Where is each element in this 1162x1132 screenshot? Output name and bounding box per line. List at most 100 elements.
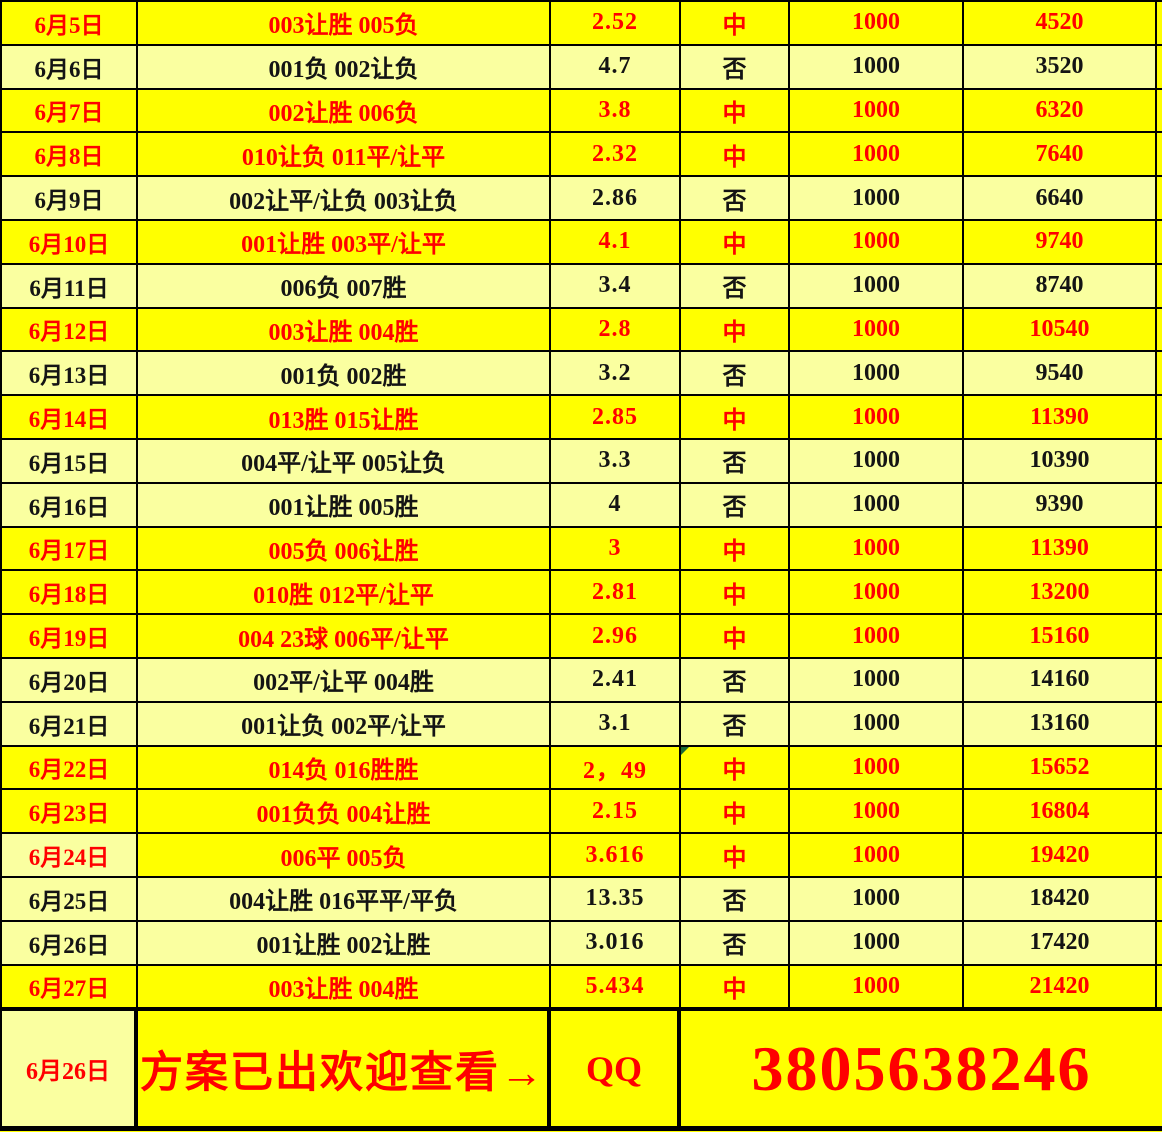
pick-cell: 014负 016胜胜 [138,746,551,791]
row-right-margin [1157,220,1162,265]
odds-cell: 13.35 [551,877,681,922]
pick-cell: 010让负 011平/让平 [138,133,551,178]
date-cell: 6月5日 [2,2,138,46]
total-cell: 18420 [964,877,1157,922]
pick-cell: 003让胜 005负 [138,2,551,46]
total-cell: 17420 [964,921,1157,966]
footer-qq-number-cell: 3805638246 [681,1009,1162,1127]
total-cell: 6640 [964,177,1157,221]
total-cell: 15160 [964,615,1157,659]
stake-cell: 1000 [790,571,964,616]
stake-cell: 1000 [790,439,964,484]
stake-cell: 1000 [790,396,964,440]
odds-cell: 2.8 [551,308,681,353]
total-cell: 15652 [964,746,1157,791]
result-cell: 否 [681,921,790,966]
date-cell: 6月19日 [2,615,138,659]
date-cell: 6月17日 [2,527,138,572]
pick-cell: 002让平/让负 003让负 [138,177,551,221]
pick-cell: 003让胜 004胜 [138,965,551,1010]
row-right-margin [1155,352,1162,397]
date-cell: 6月10日 [2,220,138,265]
odds-cell: 2.32 [551,133,681,178]
row-right-margin [1157,396,1162,440]
result-cell: 中 [681,2,790,46]
date-cell: 6月16日 [2,483,138,528]
row-right-margin [1155,45,1162,90]
result-cell: 否 [681,352,790,397]
stake-cell: 1000 [790,264,964,309]
row-right-margin [1157,615,1162,659]
row-right-margin [1155,877,1162,922]
pick-cell: 001让胜 003平/让平 [138,220,551,265]
total-cell: 10390 [964,439,1157,484]
row-right-margin [1157,89,1162,134]
total-cell: 8740 [964,264,1157,309]
total-cell: 13160 [964,702,1157,747]
result-cell: 中 [681,790,790,835]
odds-cell: 2.52 [551,2,681,46]
odds-cell: 2.81 [551,571,681,616]
pick-cell: 005负 006让胜 [138,527,551,572]
date-cell: 6月7日 [2,89,138,134]
date-cell: 6月18日 [2,571,138,616]
date-cell: 6月13日 [2,352,138,397]
result-cell: 中 [681,89,790,134]
result-cell: 中 [681,834,790,878]
total-cell: 10540 [964,308,1157,353]
odds-cell: 2.41 [551,658,681,703]
total-cell: 9740 [964,220,1157,265]
total-cell: 4520 [964,2,1157,46]
total-cell: 9390 [964,483,1157,528]
pick-cell: 010胜 012平/让平 [138,571,551,616]
stake-cell: 1000 [790,220,964,265]
row-right-margin [1157,2,1162,46]
result-cell: 中 [681,308,790,353]
row-right-margin [1157,790,1162,835]
pick-cell: 001让胜 002让胜 [138,921,551,966]
pick-cell: 001让胜 005胜 [138,483,551,528]
total-cell: 9540 [964,352,1157,397]
total-cell: 11390 [964,527,1157,572]
odds-cell: 4.7 [551,45,681,90]
odds-cell: 2.85 [551,396,681,440]
date-cell: 6月6日 [2,45,138,90]
row-right-margin [1157,571,1162,616]
stake-cell: 1000 [790,2,964,46]
pick-cell: 013胜 015让胜 [138,396,551,440]
stake-cell: 1000 [790,921,964,966]
footer-qq-label-cell: QQ [551,1009,681,1127]
result-cell: 否 [681,177,790,221]
stake-cell: 1000 [790,133,964,178]
row-right-margin [1155,177,1162,221]
result-cell: 否 [681,483,790,528]
result-cell: 否 [681,702,790,747]
stake-cell: 1000 [790,308,964,353]
date-cell: 6月26日 [2,921,138,966]
total-cell: 7640 [964,133,1157,178]
result-cell: 否 [681,658,790,703]
stake-cell: 1000 [790,702,964,747]
stake-cell: 1000 [790,45,964,90]
row-right-margin [1157,834,1162,878]
stake-cell: 1000 [790,177,964,221]
date-cell: 6月20日 [2,658,138,703]
stake-cell: 1000 [790,658,964,703]
row-right-margin [1157,527,1162,572]
odds-cell: 3.4 [551,264,681,309]
row-right-margin [1157,965,1162,1010]
odds-cell: 3 [551,527,681,572]
odds-cell: 2.86 [551,177,681,221]
row-right-margin [1155,921,1162,966]
pick-cell: 003让胜 004胜 [138,308,551,353]
result-cell: 否 [681,264,790,309]
pick-cell: 004让胜 016平平/平负 [138,877,551,922]
footer-date-cell: 6月26日 [2,1009,138,1127]
result-cell: 中 [681,615,790,659]
odds-cell: 3.8 [551,89,681,134]
pick-cell: 002让胜 006负 [138,89,551,134]
stake-cell: 1000 [790,352,964,397]
stake-cell: 1000 [790,834,964,878]
stake-cell: 1000 [790,527,964,572]
